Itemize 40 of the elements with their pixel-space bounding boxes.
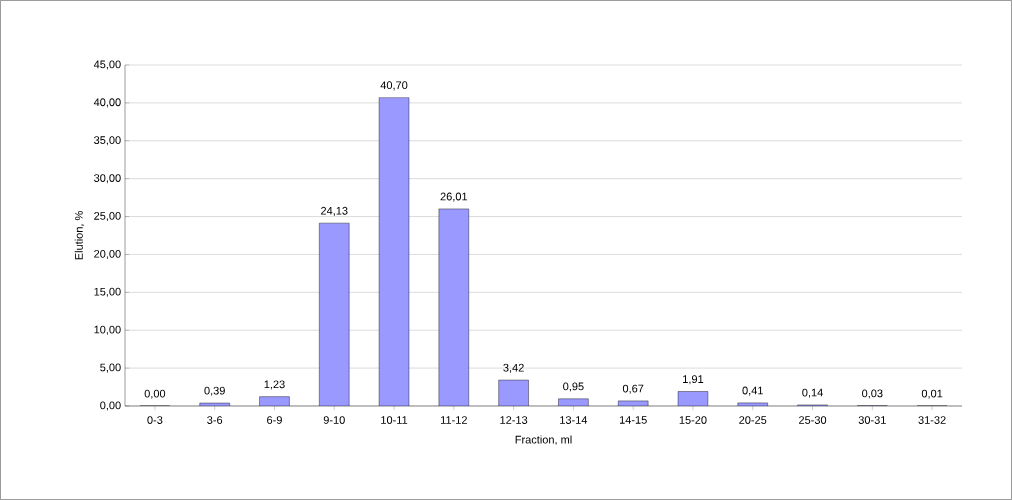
data-label: 0,95 [563, 382, 584, 392]
x-tick-label: 11-12 [441, 416, 467, 424]
x-tick-label: 20-25 [739, 416, 767, 424]
x-axis-title: Fraction, ml [515, 435, 572, 445]
x-tick-label: 0-3 [147, 416, 163, 424]
x-tick-label: 30-31 [858, 416, 886, 424]
x-tick-label: 6-9 [267, 416, 282, 424]
data-label: 26,01 [440, 192, 468, 202]
x-tick-label: 12-13 [500, 416, 528, 424]
data-label: 0,00 [144, 389, 166, 399]
y-tick-label: 35,00 [94, 136, 121, 146]
y-tick-label: 0,00 [100, 401, 121, 411]
data-label: 0,39 [204, 386, 225, 396]
data-label: 0,41 [742, 386, 763, 396]
y-axis-title: Elution, % [74, 211, 85, 260]
y-tick-label: 15,00 [94, 287, 121, 297]
data-label: 0,14 [802, 388, 823, 398]
x-tick-label: 3-6 [207, 416, 223, 424]
x-tick-label: 31-32 [918, 416, 946, 424]
x-tick-label: 15-20 [679, 416, 707, 424]
data-label: 3,42 [503, 363, 524, 373]
x-tick-label: 10-11 [381, 416, 408, 424]
data-label: 1,91 [683, 375, 704, 385]
data-label: 1,23 [264, 380, 285, 390]
x-tick-label: 9-10 [323, 416, 345, 424]
x-tick-label: 13-14 [560, 416, 588, 424]
y-tick-label: 30,00 [94, 174, 121, 184]
y-tick-label: 45,00 [93, 60, 121, 70]
data-label: 0,67 [622, 384, 644, 394]
y-tick-label: 10,00 [94, 325, 121, 335]
data-label: 0,03 [862, 389, 883, 399]
data-label: 0,01 [921, 389, 943, 399]
y-tick-label: 20,00 [94, 249, 121, 259]
y-tick-label: 25,00 [94, 212, 121, 222]
y-tick-label: 5,00 [100, 363, 121, 373]
x-tick-label: 25-30 [799, 416, 827, 424]
y-tick-label: 40,00 [93, 98, 121, 108]
x-tick-label: 14-15 [619, 416, 647, 424]
data-label: 40,70 [380, 81, 408, 91]
data-label: 24,13 [321, 206, 348, 216]
